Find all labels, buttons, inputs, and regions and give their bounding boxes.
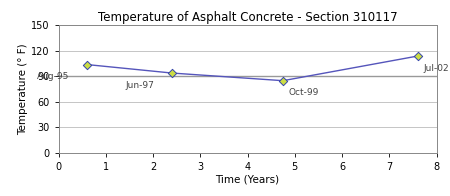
Text: Aug-95: Aug-95: [36, 72, 69, 81]
Point: [83, 63, 90, 66]
Text: Jul-02: Jul-02: [423, 64, 449, 73]
Point: [279, 79, 287, 82]
Text: Jun-97: Jun-97: [125, 81, 154, 90]
Y-axis label: Temperature (° F): Temperature (° F): [18, 43, 28, 135]
X-axis label: Time (Years): Time (Years): [216, 175, 279, 185]
Point: [168, 72, 176, 75]
Point: [414, 54, 421, 58]
Text: Oct-99: Oct-99: [288, 88, 319, 97]
Title: Temperature of Asphalt Concrete - Section 310117: Temperature of Asphalt Concrete - Sectio…: [98, 11, 397, 24]
